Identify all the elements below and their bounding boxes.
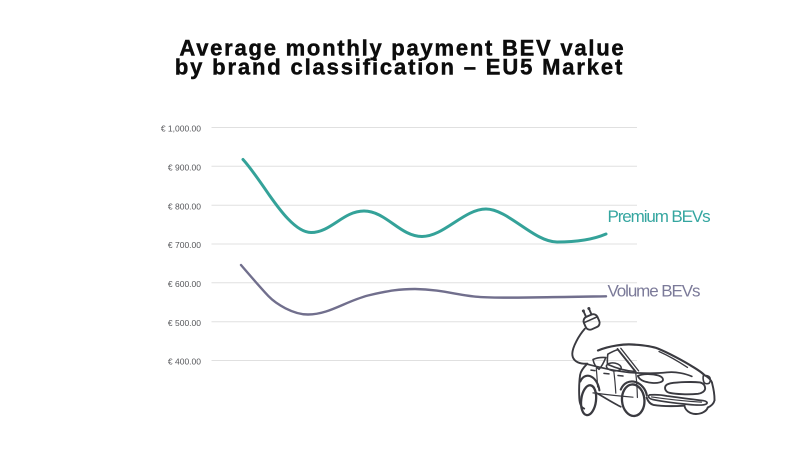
svg-text:€ 800.00: € 800.00 bbox=[168, 201, 201, 211]
svg-text:€ 900.00: € 900.00 bbox=[168, 162, 201, 172]
svg-text:€ 500.00: € 500.00 bbox=[168, 318, 201, 328]
svg-text:€ 700.00: € 700.00 bbox=[168, 240, 201, 250]
svg-text:by brand classification – EU5: by brand classification – EU5 Market bbox=[175, 54, 624, 79]
svg-text:€ 600.00: € 600.00 bbox=[168, 279, 201, 289]
svg-text:Average monthly payment BEV va: Average monthly payment BEV value bbox=[179, 35, 625, 60]
svg-text:€ 1,000.00: € 1,000.00 bbox=[161, 124, 201, 134]
svg-text:Premium BEVs: Premium BEVs bbox=[608, 207, 711, 226]
svg-text:Volume BEVs: Volume BEVs bbox=[608, 282, 700, 301]
svg-text:€ 400.00: € 400.00 bbox=[168, 357, 201, 367]
